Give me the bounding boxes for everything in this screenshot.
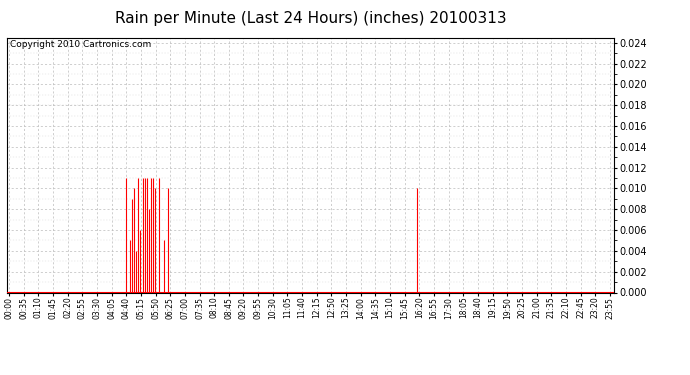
Text: Rain per Minute (Last 24 Hours) (inches) 20100313: Rain per Minute (Last 24 Hours) (inches)… [115,11,506,26]
Text: Copyright 2010 Cartronics.com: Copyright 2010 Cartronics.com [10,40,151,49]
